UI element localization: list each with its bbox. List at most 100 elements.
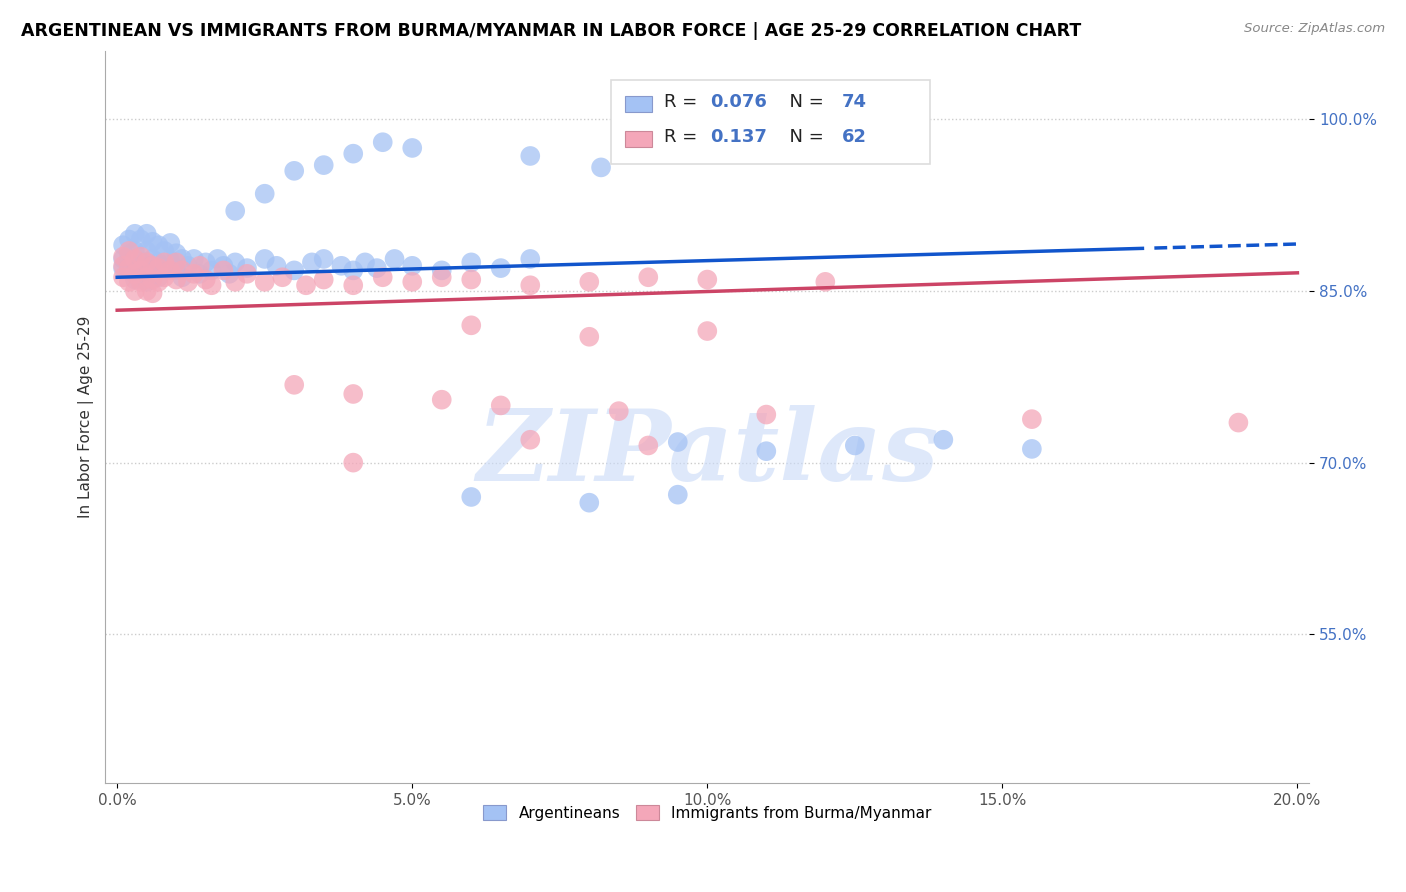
Point — [342, 146, 364, 161]
Point — [224, 203, 246, 218]
Point — [519, 149, 541, 163]
Text: Source: ZipAtlas.com: Source: ZipAtlas.com — [1244, 22, 1385, 36]
Point — [253, 275, 276, 289]
Point — [129, 270, 152, 285]
Point — [371, 270, 394, 285]
Text: N =: N = — [779, 128, 830, 146]
Point — [112, 261, 135, 276]
Point — [135, 270, 157, 285]
Point — [129, 250, 152, 264]
Point — [578, 496, 600, 510]
Point — [153, 270, 176, 285]
Point — [148, 261, 170, 276]
Point — [283, 263, 305, 277]
Point — [129, 275, 152, 289]
Point — [142, 259, 165, 273]
Point — [112, 238, 135, 252]
Point — [142, 235, 165, 249]
Point — [159, 253, 181, 268]
Point — [118, 232, 141, 246]
Point — [124, 259, 146, 273]
Point — [172, 270, 194, 285]
Text: ARGENTINEAN VS IMMIGRANTS FROM BURMA/MYANMAR IN LABOR FORCE | AGE 25-29 CORRELAT: ARGENTINEAN VS IMMIGRANTS FROM BURMA/MYA… — [21, 22, 1081, 40]
Point — [696, 324, 718, 338]
Point — [142, 252, 165, 266]
Point — [330, 259, 353, 273]
Point — [118, 261, 141, 276]
Bar — [626, 130, 652, 147]
Point — [312, 158, 335, 172]
Point — [283, 377, 305, 392]
Point — [183, 252, 205, 266]
Point — [666, 488, 689, 502]
Point — [342, 387, 364, 401]
Text: 74: 74 — [842, 93, 868, 111]
Point — [696, 272, 718, 286]
Point — [224, 275, 246, 289]
FancyBboxPatch shape — [612, 80, 929, 164]
Point — [142, 269, 165, 284]
Point — [135, 255, 157, 269]
Point — [112, 250, 135, 264]
Point — [194, 272, 217, 286]
Point — [460, 490, 482, 504]
Point — [194, 255, 217, 269]
Point — [283, 164, 305, 178]
Point — [591, 161, 613, 175]
Point — [153, 244, 176, 258]
Point — [142, 286, 165, 301]
Point — [312, 272, 335, 286]
Point — [266, 259, 288, 273]
Point — [135, 227, 157, 241]
Point — [371, 135, 394, 149]
Point — [118, 275, 141, 289]
Point — [153, 261, 176, 276]
Point — [578, 330, 600, 344]
Point — [224, 255, 246, 269]
Point — [124, 284, 146, 298]
Point — [177, 259, 200, 273]
Point — [129, 232, 152, 246]
Point — [118, 244, 141, 258]
Point — [607, 404, 630, 418]
Point — [124, 252, 146, 266]
Point — [172, 263, 194, 277]
Point — [129, 263, 152, 277]
Point — [124, 227, 146, 241]
Point — [1021, 442, 1043, 456]
Legend: Argentineans, Immigrants from Burma/Myanmar: Argentineans, Immigrants from Burma/Myan… — [478, 798, 938, 827]
Text: N =: N = — [779, 93, 830, 111]
Point — [142, 272, 165, 286]
Text: R =: R = — [664, 93, 703, 111]
Text: 0.137: 0.137 — [710, 128, 766, 146]
Point — [755, 408, 778, 422]
Point — [129, 255, 152, 269]
Point — [135, 275, 157, 289]
Point — [188, 267, 211, 281]
Point — [342, 456, 364, 470]
Point — [460, 318, 482, 333]
Point — [430, 263, 453, 277]
Point — [253, 186, 276, 201]
Point — [212, 263, 235, 277]
Point — [932, 433, 955, 447]
Point — [165, 246, 187, 260]
Point — [1227, 416, 1250, 430]
Point — [666, 435, 689, 450]
Point — [460, 255, 482, 269]
Y-axis label: In Labor Force | Age 25-29: In Labor Force | Age 25-29 — [79, 316, 94, 518]
Point — [430, 392, 453, 407]
Point — [384, 252, 406, 266]
Point — [200, 263, 222, 277]
Point — [301, 255, 323, 269]
Point — [159, 235, 181, 250]
Point — [236, 267, 259, 281]
Point — [188, 259, 211, 273]
Point — [118, 247, 141, 261]
Point — [401, 141, 423, 155]
Point — [460, 272, 482, 286]
Text: 62: 62 — [842, 128, 868, 146]
Point — [401, 259, 423, 273]
Point — [489, 261, 512, 276]
Point — [112, 259, 135, 273]
